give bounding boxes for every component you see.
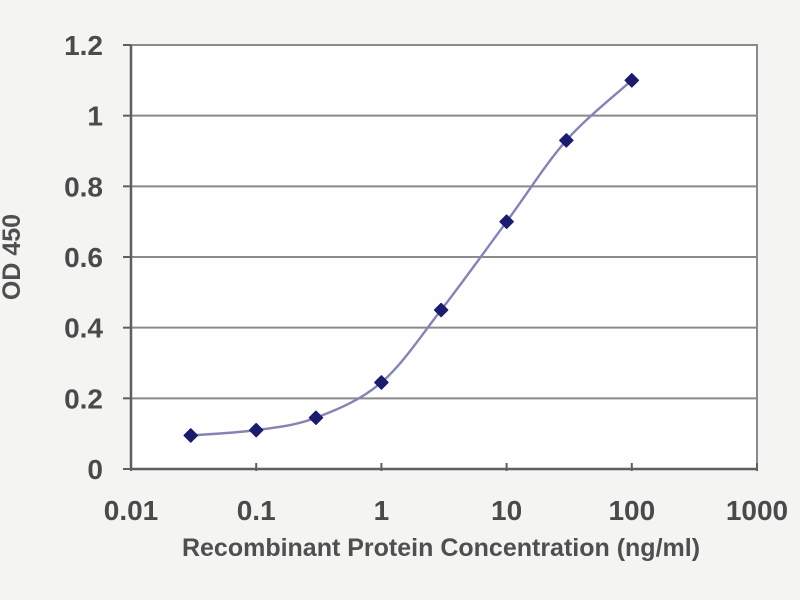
data-point-marker [433, 302, 449, 318]
y-tick-label: 1 [87, 101, 103, 132]
tick-labels-layer: 0 0.2 0.4 0.6 0.8 1 1.2 0.01 0.1 1 10 100 1000 [64, 30, 788, 526]
data-point-marker [248, 422, 264, 438]
y-tick-label: 0.4 [64, 313, 103, 344]
data-point-marker [624, 73, 640, 88]
x-axis-title: Recombinant Protein Concentration (ng/ml… [182, 534, 700, 562]
data-point-marker [308, 410, 324, 426]
data-point-marker [559, 133, 574, 148]
standard-curve-line [189, 79, 633, 437]
y-tick-label: 0.2 [64, 383, 103, 414]
axes-layer [123, 44, 758, 471]
y-tick-label: 1.2 [64, 30, 103, 61]
x-tick-label: 0.01 [104, 495, 159, 526]
y-tick-label: 0.6 [64, 242, 103, 273]
x-tick-label: 0.1 [237, 495, 276, 526]
y-axis-title: OD 450 [0, 214, 26, 300]
x-tick-label: 10 [491, 495, 522, 526]
data-point-marker [374, 375, 389, 390]
y-tick-label: 0 [87, 454, 103, 485]
x-tick-label: 1 [374, 495, 390, 526]
x-tick-label: 1000 [726, 495, 788, 526]
data-point-marker [183, 428, 198, 443]
series-layer [183, 73, 640, 443]
y-tick-label: 0.8 [64, 171, 103, 202]
x-tick-label: 100 [608, 495, 655, 526]
data-point-marker [499, 214, 514, 229]
